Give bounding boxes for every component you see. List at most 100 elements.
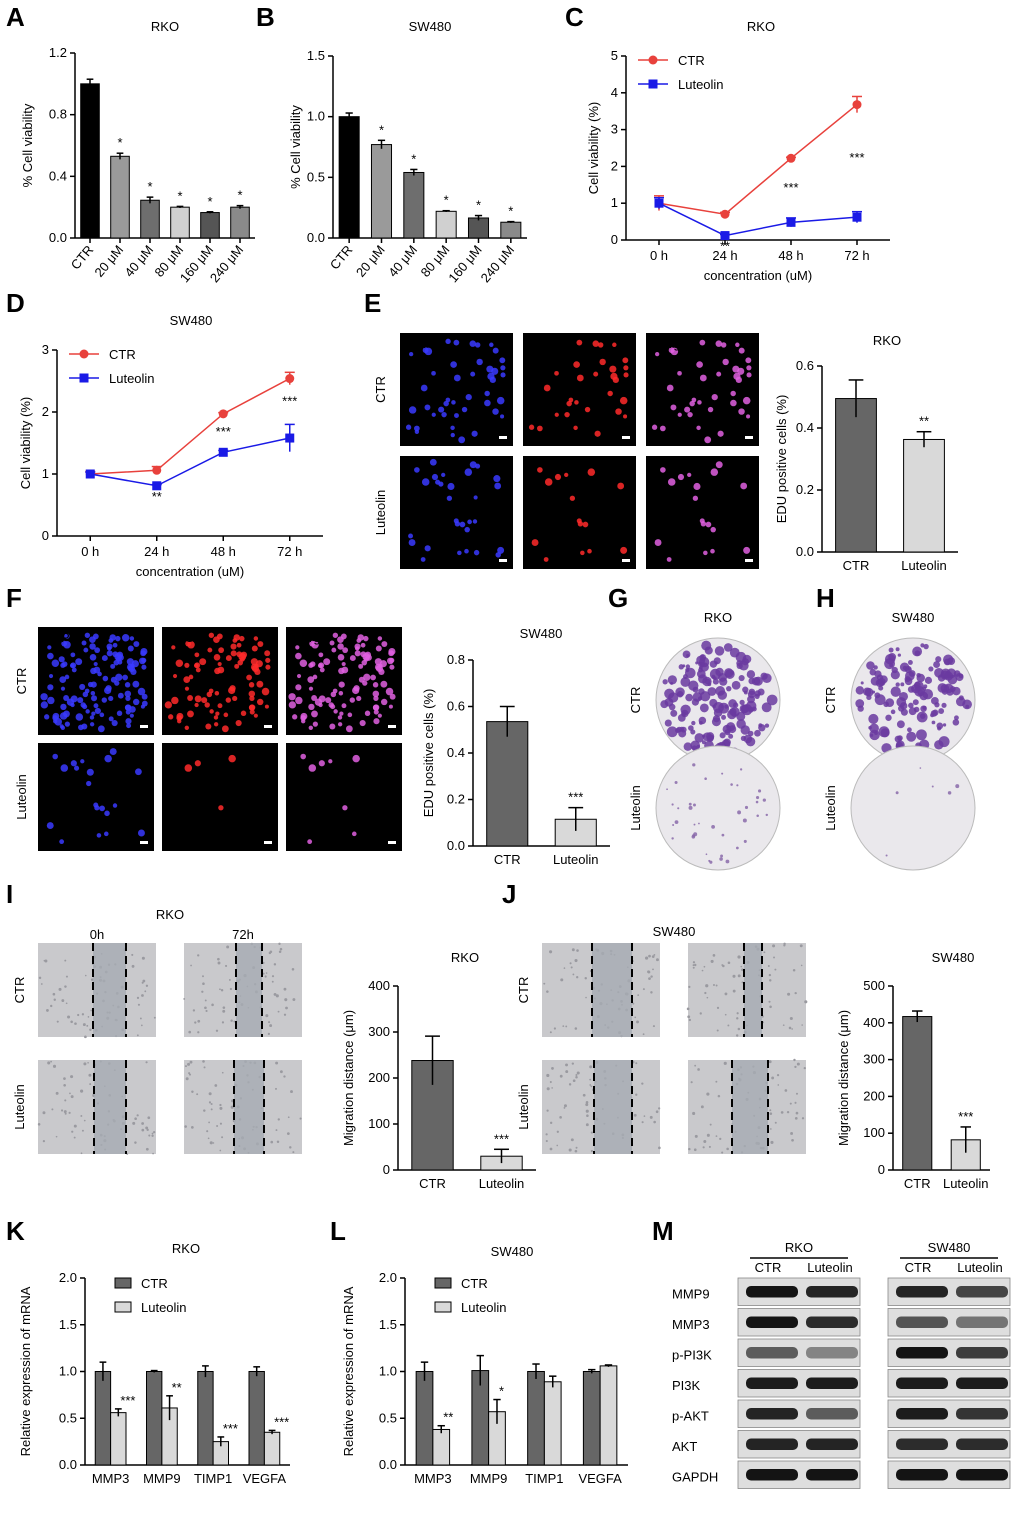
cell-texture (63, 1110, 67, 1114)
channel-label-EDU: EDU (167, 630, 194, 645)
cell-dot (235, 719, 242, 727)
cell-texture (794, 1101, 797, 1104)
y-tick-label: 400 (368, 978, 390, 993)
cell-dot (254, 663, 259, 668)
cell-texture (145, 1126, 149, 1130)
fluorescence-image (162, 743, 278, 851)
cell-texture (783, 944, 786, 947)
x-tick-label: 72 h (844, 248, 869, 263)
cell-dot (207, 647, 213, 653)
cell-dot (213, 722, 219, 727)
blot-band (956, 1316, 1008, 1328)
bar (835, 398, 877, 553)
cell-dot (318, 760, 325, 767)
colony-dot (933, 661, 941, 669)
cell-texture (84, 1035, 87, 1039)
cell-dot (135, 768, 142, 776)
cell-dot (112, 803, 118, 808)
protein-label: p-PI3K (672, 1347, 712, 1362)
colony-dot (874, 694, 886, 706)
cell-dot (311, 695, 318, 701)
cell-texture (763, 951, 766, 954)
colony-dot (738, 674, 745, 682)
cell-texture (132, 1121, 136, 1125)
cell-texture (556, 1130, 559, 1133)
chart-title: SW480 (491, 1244, 534, 1259)
cell-dot (102, 675, 109, 682)
panel-label-D: D (6, 288, 25, 318)
cell-dot (288, 693, 296, 701)
colony-dot (705, 853, 708, 856)
cell-texture (65, 975, 68, 978)
wound-title: RKO (156, 907, 184, 922)
cell-dot (108, 695, 114, 702)
cell-texture (576, 949, 579, 952)
cell-texture (768, 1000, 771, 1003)
cell-texture (794, 991, 797, 995)
cell-dot (265, 657, 271, 663)
x-axis-label: concentration (uM) (136, 564, 244, 579)
cell-texture (653, 954, 656, 956)
data-point-CTR (720, 209, 730, 219)
cell-dot (438, 406, 445, 413)
cell-dot (261, 687, 270, 696)
cell-dot (308, 686, 314, 691)
colony-dot (755, 795, 760, 800)
scale-bar (140, 841, 148, 844)
x-tick-label: VEGFA (243, 1471, 287, 1486)
cell-texture (38, 976, 42, 980)
x-tick-label: MMP9 (143, 1471, 181, 1486)
colony-dot (699, 703, 709, 713)
cell-dot (115, 673, 123, 681)
legend-marker (79, 373, 89, 383)
cell-texture (732, 974, 736, 978)
colony-dot (682, 650, 691, 659)
chart-title: SW480 (520, 626, 563, 641)
cell-dot (209, 709, 214, 714)
cell-dot (710, 548, 715, 554)
cell-texture (65, 1002, 68, 1005)
cell-dot (329, 640, 335, 646)
row-label: CTR (12, 977, 27, 1004)
legend-marker (648, 79, 658, 89)
cell-texture (152, 1152, 154, 1155)
y-tick-label: 4 (611, 85, 618, 100)
cell-dot (141, 693, 148, 700)
cell-dot (86, 780, 92, 787)
data-point-Luteolin (85, 469, 95, 479)
cell-dot (341, 661, 346, 667)
cell-dot (239, 656, 245, 662)
cell-texture (589, 1065, 593, 1069)
colony-dot (700, 691, 711, 702)
cell-texture (563, 1107, 566, 1109)
cell-dot (228, 754, 236, 763)
y-tick-label: 1.5 (307, 48, 325, 63)
cell-dot (93, 802, 99, 808)
cell-texture (37, 1123, 41, 1126)
cell-dot (59, 676, 67, 683)
blot-group-label: SW480 (928, 1240, 971, 1255)
colony-dot (666, 726, 678, 738)
cell-texture (732, 989, 736, 993)
colony-dot (660, 700, 669, 709)
x-tick-label: 24 h (144, 544, 169, 559)
cell-texture (131, 953, 134, 956)
cell-dot (330, 691, 337, 698)
cell-texture (212, 1142, 215, 1144)
colony-dot (677, 807, 680, 810)
cell-dot (194, 702, 199, 708)
cell-texture (727, 1024, 730, 1027)
cell-dot (554, 412, 559, 417)
cell-dot (446, 495, 453, 501)
cell-dot (453, 374, 461, 382)
cell-dot (450, 361, 457, 368)
colony-dot (932, 709, 939, 716)
cell-texture (804, 1000, 808, 1004)
cell-texture (70, 1020, 73, 1024)
cell-texture (51, 1108, 54, 1111)
cell-dot (323, 658, 331, 666)
cell-dot (699, 339, 706, 346)
cell-texture (652, 968, 654, 971)
cell-dot (497, 546, 505, 554)
y-tick-label: 100 (368, 1116, 390, 1131)
